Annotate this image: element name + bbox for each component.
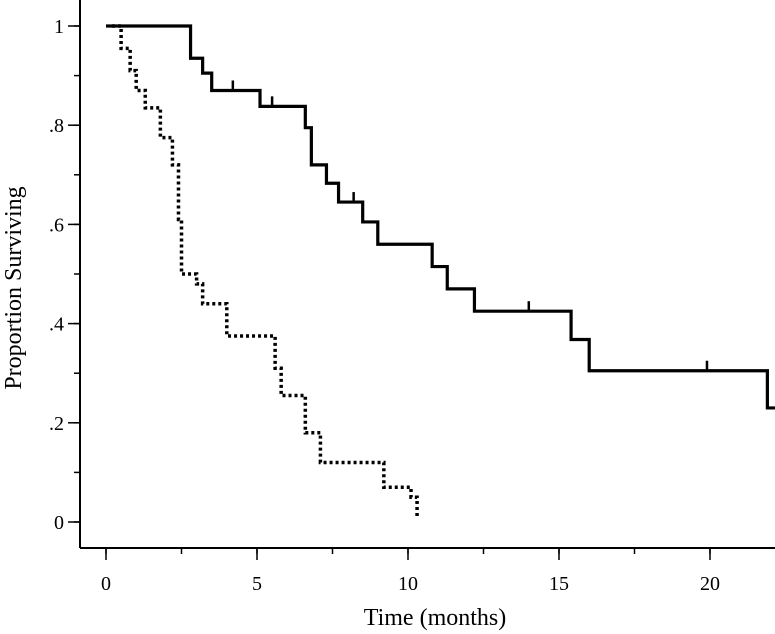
x-tick-label: 20 <box>700 573 720 595</box>
x-tick-label: 0 <box>101 573 111 595</box>
y-tick-label: .4 <box>49 314 64 336</box>
y-tick-label: .6 <box>49 214 64 236</box>
dotted-survival-curve <box>112 24 419 518</box>
y-tick-label: 0 <box>54 512 64 534</box>
x-tick-label: 15 <box>549 573 569 595</box>
y-tick-label: 1 <box>54 16 64 38</box>
axes: 051015202530350.2.4.6.81 <box>49 0 775 595</box>
y-tick-label: .8 <box>49 115 64 137</box>
y-axis-title: Proportion Surviving <box>1 186 27 389</box>
x-axis-title: Time (months) <box>364 605 506 631</box>
solid-survival-curve <box>106 24 775 410</box>
x-tick-label: 10 <box>398 573 418 595</box>
y-tick-label: .2 <box>49 413 64 435</box>
x-tick-label: 5 <box>252 573 262 595</box>
survival-curves <box>106 24 775 518</box>
